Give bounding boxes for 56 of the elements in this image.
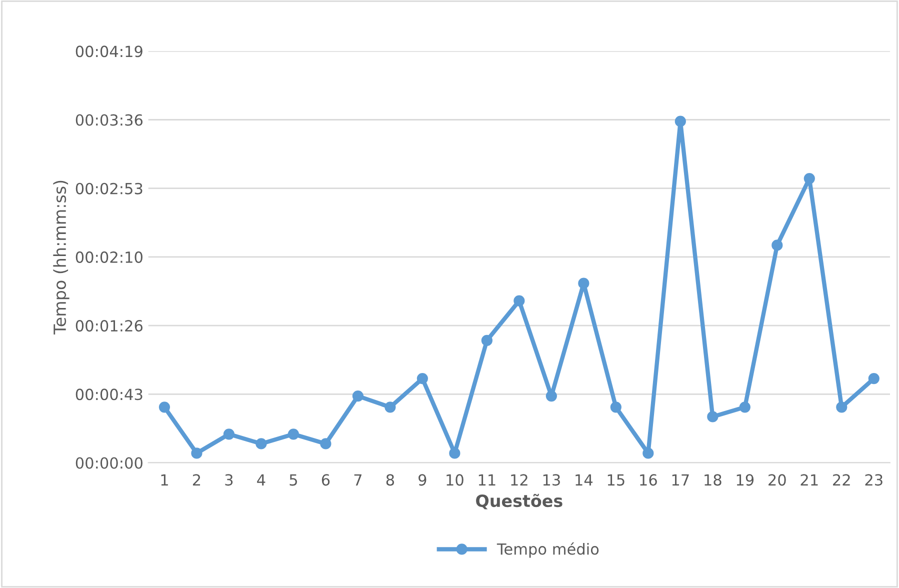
x-tick-label: 17 (672, 474, 689, 486)
x-tick-label: 20 (768, 474, 786, 486)
point (320, 438, 332, 450)
point (836, 402, 848, 413)
x-tick-label: 19 (736, 474, 754, 486)
point (449, 448, 460, 459)
x-tick-label: 1 (161, 474, 168, 486)
point (514, 295, 525, 306)
x-tick-label: 7 (354, 474, 362, 486)
point (772, 240, 783, 251)
point (223, 428, 235, 440)
y-tick-label: 00:03:36 (76, 114, 143, 126)
y-axis-title: Tempo (hh:mm:ss) (53, 180, 70, 335)
x-tick-label: 12 (511, 474, 528, 486)
point (158, 402, 170, 413)
y-tick-label: 00:02:10 (76, 251, 142, 263)
point (739, 402, 750, 413)
legend-label: Tempo médio (496, 542, 599, 558)
point (546, 390, 557, 402)
point (642, 448, 654, 459)
x-tick-label: 3 (225, 474, 233, 486)
point (256, 438, 267, 450)
point (707, 411, 718, 422)
y-tick-label: 00:04:19 (76, 46, 142, 58)
x-tick-label: 9 (418, 474, 426, 486)
y-tick-label: 00:02:53 (76, 182, 142, 194)
point (610, 402, 622, 413)
y-tick-label: 00:00:43 (76, 388, 142, 400)
point (352, 390, 364, 402)
x-tick-label: 5 (290, 474, 297, 486)
x-axis-title: Questões (476, 494, 562, 510)
y-tick-label: 00:00:00 (76, 457, 142, 469)
x-tick-label: 10 (446, 474, 464, 486)
point (481, 334, 492, 346)
point (868, 373, 880, 384)
x-tick-label: 13 (543, 474, 560, 486)
x-tick-label: 18 (704, 474, 722, 486)
x-tick-label: 14 (576, 474, 593, 486)
y-tick-label: 00:01:26 (76, 320, 143, 332)
point (578, 278, 590, 289)
point (674, 116, 686, 127)
point (384, 402, 396, 413)
x-tick-label: 2 (192, 474, 200, 486)
x-tick-label: 11 (478, 474, 496, 486)
x-tick-label: 22 (833, 474, 850, 486)
point (416, 373, 428, 384)
x-tick-label: 21 (800, 474, 818, 486)
x-tick-label: 15 (608, 474, 624, 486)
x-tick-label: 16 (640, 474, 657, 486)
point (191, 448, 202, 459)
x-tick-label: 4 (257, 474, 266, 486)
x-tick-label: 8 (386, 474, 394, 486)
point (804, 172, 815, 184)
x-tick-label: 23 (865, 474, 882, 486)
point (288, 428, 299, 440)
x-tick-label: 6 (322, 474, 330, 486)
